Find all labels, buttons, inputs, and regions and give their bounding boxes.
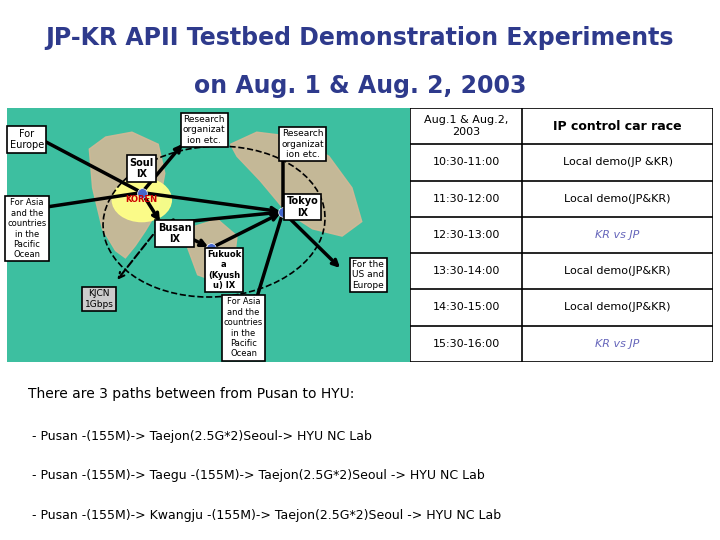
Text: 13:30-14:00: 13:30-14:00 [433, 266, 500, 276]
Text: KJCN
1Gbps: KJCN 1Gbps [85, 289, 114, 309]
Text: KR vs JP: KR vs JP [595, 230, 640, 240]
Text: Research
organizat
ion etc.: Research organizat ion etc. [282, 130, 324, 159]
Text: Local demo(JP&KR): Local demo(JP&KR) [564, 266, 671, 276]
Polygon shape [230, 132, 361, 236]
FancyBboxPatch shape [410, 108, 713, 362]
Text: There are 3 paths between from Pusan to HYU:: There are 3 paths between from Pusan to … [28, 387, 354, 401]
Text: Local demo(JP &KR): Local demo(JP &KR) [562, 157, 672, 167]
Text: Research
organizat
ion etc.: Research organizat ion etc. [183, 115, 225, 145]
Text: For Asia
and the
countries
in the
Pacific
Ocean: For Asia and the countries in the Pacifi… [7, 198, 47, 259]
Text: For Asia
and the
countries
in the
Pacific
Ocean: For Asia and the countries in the Pacifi… [224, 298, 264, 359]
Text: 14:30-15:00: 14:30-15:00 [433, 302, 500, 313]
Text: 15:30-16:00: 15:30-16:00 [433, 339, 500, 349]
Text: 11:30-12:00: 11:30-12:00 [433, 194, 500, 204]
Text: KR vs JP: KR vs JP [595, 339, 640, 349]
Text: Local demo(JP&KR): Local demo(JP&KR) [564, 302, 671, 313]
Text: Local demo(JP&KR): Local demo(JP&KR) [564, 194, 671, 204]
Text: - Pusan -(155M)-> Taejon(2.5G*2)Seoul-> HYU NC Lab: - Pusan -(155M)-> Taejon(2.5G*2)Seoul-> … [28, 430, 372, 443]
Text: For the
US and
Europe: For the US and Europe [352, 260, 384, 289]
Text: - Pusan -(155M)-> Kwangju -(155M)-> Taejon(2.5G*2)Seoul -> HYU NC Lab: - Pusan -(155M)-> Kwangju -(155M)-> Taej… [28, 509, 501, 522]
Text: IP control car race: IP control car race [553, 120, 682, 133]
Text: JP-KR APII Testbed Demonstration Experiments: JP-KR APII Testbed Demonstration Experim… [46, 26, 674, 50]
Circle shape [112, 178, 171, 221]
Text: 10:30-11:00: 10:30-11:00 [433, 157, 500, 167]
Polygon shape [188, 219, 237, 282]
Text: Busan
IX: Busan IX [158, 223, 192, 245]
Text: on Aug. 1 & Aug. 2, 2003: on Aug. 1 & Aug. 2, 2003 [194, 75, 526, 98]
Text: Aug.1 & Aug.2,
2003: Aug.1 & Aug.2, 2003 [424, 116, 508, 137]
FancyBboxPatch shape [7, 108, 418, 362]
Text: - Pusan -(155M)-> Taegu -(155M)-> Taejon(2.5G*2)Seoul -> HYU NC Lab: - Pusan -(155M)-> Taegu -(155M)-> Taejon… [28, 469, 485, 482]
Text: Fukuok
a
(Kyush
u) IX: Fukuok a (Kyush u) IX [207, 250, 241, 290]
Text: 12:30-13:00: 12:30-13:00 [433, 230, 500, 240]
Polygon shape [89, 132, 165, 258]
Text: KOREN: KOREN [126, 195, 158, 204]
Text: Tokyo
IX: Tokyo IX [287, 197, 318, 218]
Text: For
Europe: For Europe [10, 129, 44, 150]
Text: Soul
IX: Soul IX [130, 158, 154, 179]
